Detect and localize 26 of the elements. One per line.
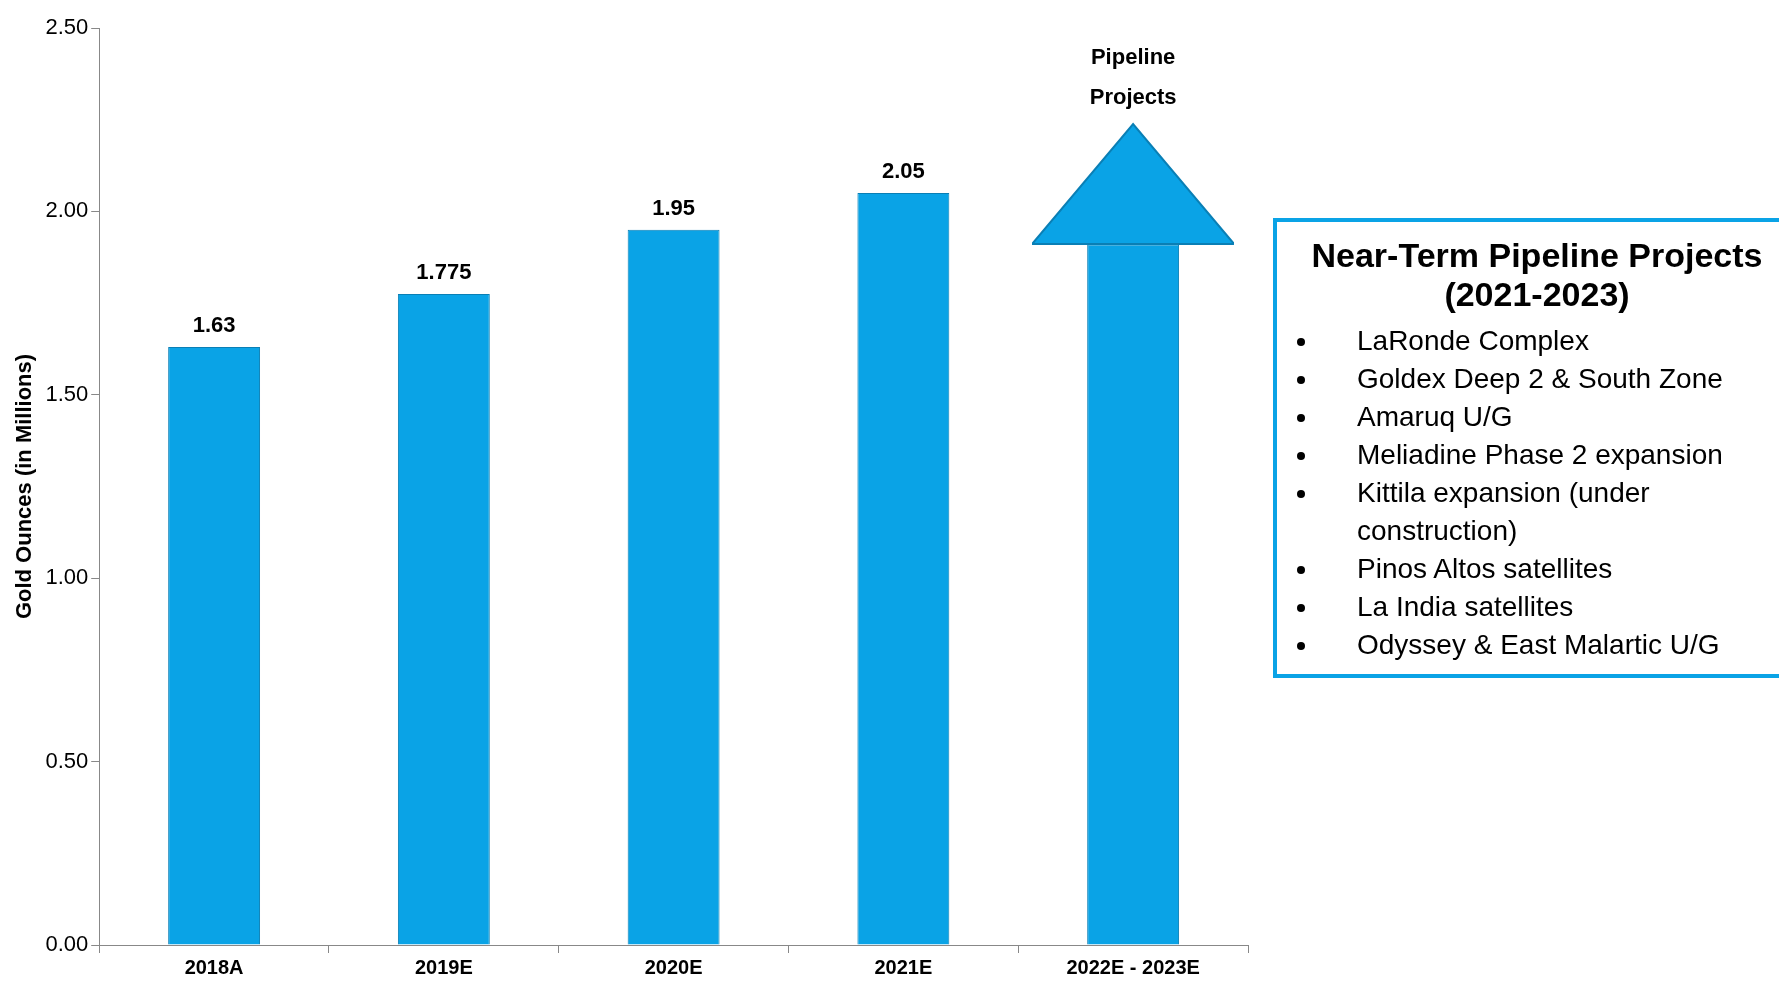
x-tick-label: 2019E bbox=[414, 955, 473, 978]
text: LaRonde Complex bbox=[1357, 324, 1589, 358]
x-tick-label: 2018A bbox=[184, 955, 244, 978]
y-axis-title: Gold Ounces (in Millions) bbox=[11, 353, 37, 620]
text: La India satellites bbox=[1357, 590, 1574, 624]
y-tick-label: 2.50 bbox=[45, 14, 89, 40]
x-tick-label: 2022E - 2023E bbox=[1066, 955, 1200, 978]
data-label: 1.63 bbox=[192, 312, 236, 338]
x-tick-label: 2021E bbox=[874, 955, 933, 978]
y-tick-label: 0.00 bbox=[45, 931, 89, 957]
data-label: 1.95 bbox=[652, 194, 696, 220]
text: Amaruq U/G bbox=[1357, 400, 1513, 434]
y-tick-label: 1.50 bbox=[45, 380, 89, 406]
text: Near-Term Pipeline Projects (2021-2023) bbox=[1310, 236, 1764, 314]
text: Odyssey & East Malartic U/G bbox=[1357, 628, 1720, 662]
data-label: 1.775 bbox=[416, 258, 472, 284]
data-label: 2.05 bbox=[881, 158, 925, 184]
text: Goldex Deep 2 & South Zone bbox=[1357, 362, 1723, 396]
y-tick-label: 0.50 bbox=[45, 747, 89, 773]
x-tick-label: 2020E bbox=[644, 955, 703, 978]
annotation: Pipeline Projects bbox=[1089, 44, 1177, 110]
y-tick-label: 2.00 bbox=[45, 197, 89, 223]
y-tick-label: 1.00 bbox=[45, 564, 89, 590]
text: Pinos Altos satellites bbox=[1357, 552, 1613, 586]
text: Meliadine Phase 2 expansion bbox=[1357, 438, 1723, 472]
text: Kittila expansion (under construction) bbox=[1357, 476, 1651, 548]
